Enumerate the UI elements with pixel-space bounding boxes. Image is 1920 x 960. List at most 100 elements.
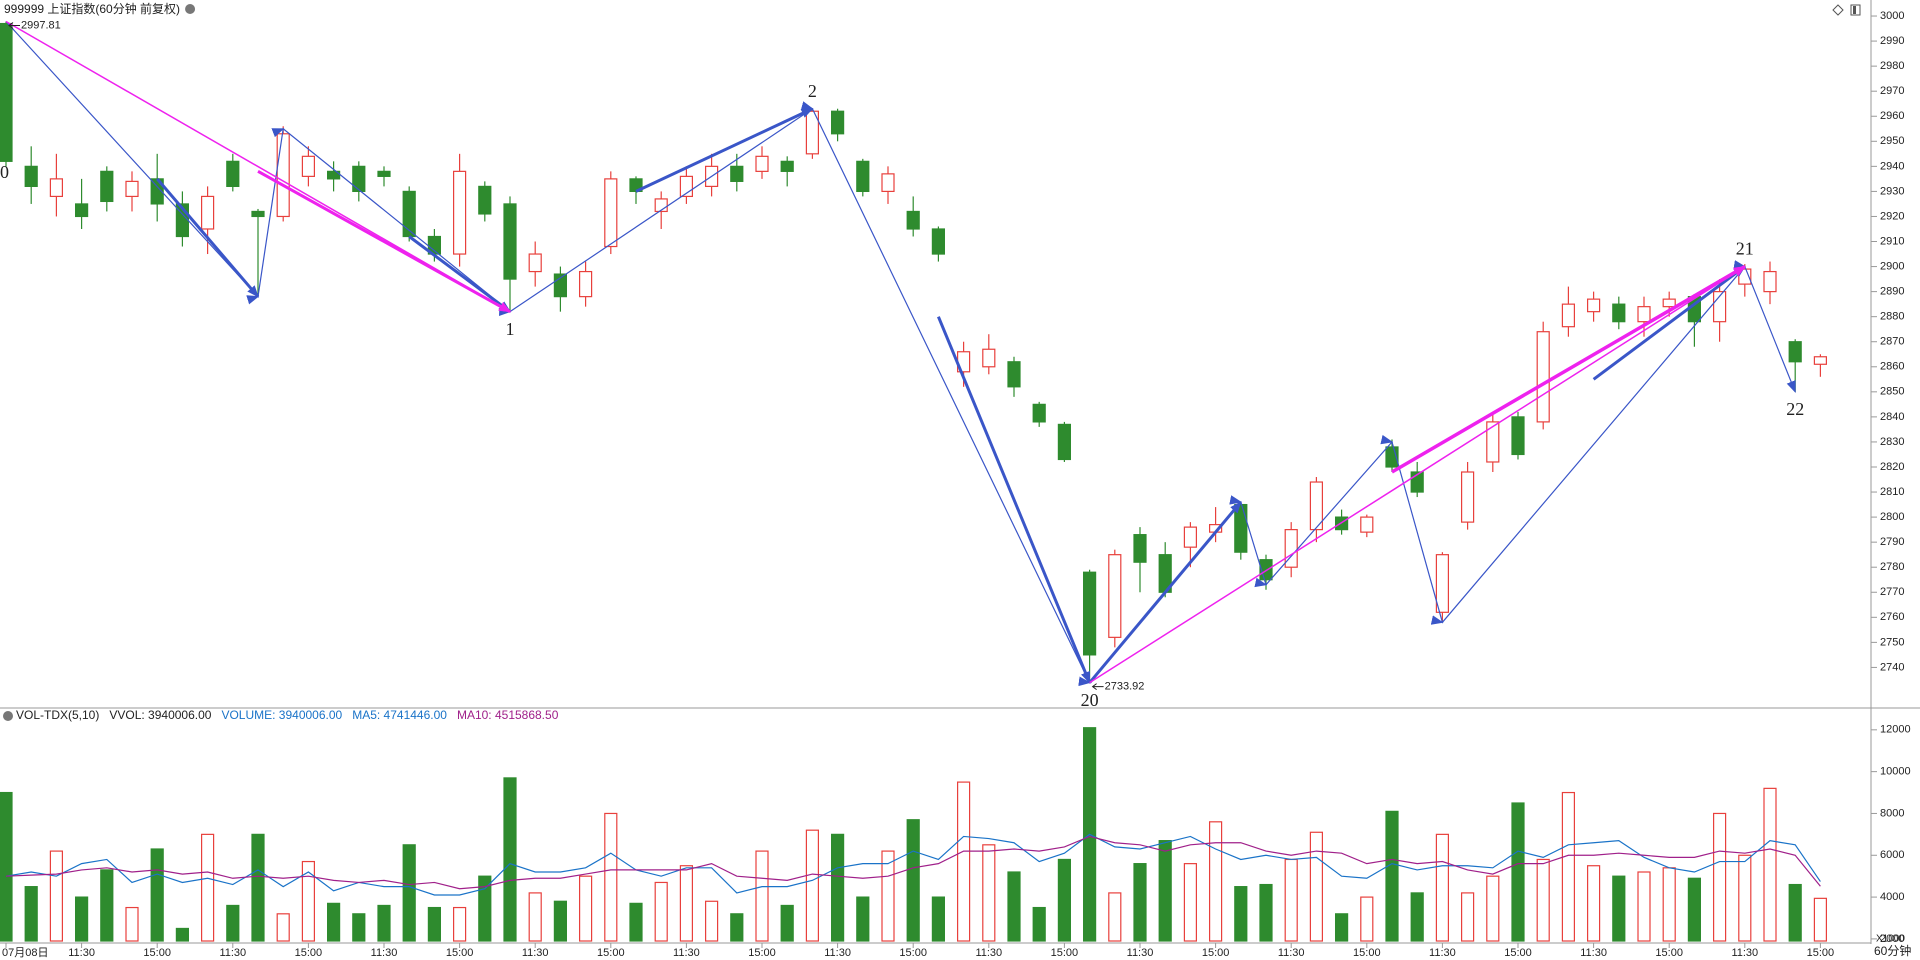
candle-body (604, 178, 618, 248)
volume-bar (427, 906, 441, 942)
x-tick-label: 11:30 (1429, 947, 1456, 959)
candle-body (1360, 516, 1374, 533)
x-tick-label: 11:30 (673, 947, 700, 959)
volume-bar (74, 896, 89, 942)
volume-bar (150, 848, 164, 942)
volume-bar (730, 913, 744, 942)
volume-bar (629, 902, 643, 942)
volume-bar (1586, 865, 1601, 942)
candle-body (1486, 421, 1500, 463)
layout-icon[interactable] (1850, 4, 1861, 16)
candle-body (1662, 298, 1676, 308)
candle-body (1133, 534, 1147, 563)
candle-body (1763, 270, 1777, 293)
y-tick-label: 2790 (1880, 536, 1904, 548)
zigzag-line (1089, 265, 1746, 684)
x-tick-label: 07月08日 (2, 947, 48, 959)
volume-bar (679, 865, 694, 942)
volume-bar (1712, 812, 1727, 942)
candle-body (453, 170, 467, 255)
candle-body (1637, 306, 1651, 323)
title-menu-icon[interactable] (185, 4, 196, 14)
volume-bar (1309, 831, 1324, 942)
candle-body (1460, 471, 1475, 523)
volume-bar (805, 829, 820, 942)
volume-bar (1360, 896, 1374, 942)
candle-body (1586, 298, 1601, 313)
volume-bar (553, 900, 568, 942)
candle-body (1788, 341, 1802, 363)
candle-body (276, 133, 290, 218)
y-tick-label: 2920 (1880, 210, 1904, 222)
volume-bar (1813, 897, 1828, 942)
zigzag-line (1592, 265, 1746, 381)
x-tick-label: 11:30 (68, 947, 95, 959)
volume-bar (377, 904, 391, 942)
volume-bar (906, 819, 920, 942)
volume-bar (780, 904, 794, 942)
candle-body (881, 173, 895, 193)
volume-bar (1208, 821, 1223, 942)
y-tick-label: 2760 (1880, 611, 1904, 623)
volume-bar (1612, 875, 1626, 942)
pivot-label: 2 (808, 81, 817, 101)
zigzag-line (1391, 265, 1746, 474)
y-tick-label: 2870 (1880, 336, 1904, 348)
x-tick-label: 11:30 (1278, 947, 1305, 959)
x-tick-label: 15:00 (748, 947, 776, 959)
x-tick-label: 11:30 (824, 947, 851, 959)
candle-body (780, 160, 794, 172)
x-tick-label: 15:00 (899, 947, 927, 959)
period-label: 60分钟 (1874, 943, 1911, 958)
volume-bar (1057, 858, 1072, 942)
volume-title: VOL-TDX(5,10) (16, 708, 99, 722)
volume-bar (226, 904, 240, 942)
candle-body (0, 22, 13, 162)
price-label-arrow (1091, 683, 1104, 691)
y-tick-label: 6000 (1880, 849, 1904, 861)
candle-body (1561, 303, 1576, 328)
tool-icon[interactable] (1832, 4, 1844, 16)
candle-body (352, 165, 366, 193)
candle-body (1435, 554, 1450, 613)
candle-body (226, 160, 240, 187)
candle-body (49, 178, 64, 198)
x-tick-label: 11:30 (219, 947, 246, 959)
x-tick-label: 15:00 (1504, 947, 1532, 959)
candle-body (931, 228, 946, 255)
x-tick-label: 15:00 (597, 947, 625, 959)
candle-body (755, 155, 769, 172)
y-tick-label: 2800 (1880, 511, 1904, 523)
y-tick-label: 2900 (1880, 260, 1904, 272)
zigzag-line (937, 316, 1091, 684)
y-tick-label: 2810 (1880, 486, 1904, 498)
volume-menu-icon[interactable] (3, 711, 13, 721)
volume-bar (0, 791, 13, 942)
candle-body (1183, 526, 1198, 548)
layout-icon-fill (1853, 6, 1856, 14)
volume-bar (578, 875, 593, 942)
volume-bar (704, 900, 719, 942)
candle-body (503, 203, 517, 280)
volume-bar (49, 850, 64, 942)
candle-body (125, 180, 139, 198)
candle-body (730, 165, 744, 182)
x-tick-label: 11:30 (1580, 947, 1607, 959)
volume-bar (201, 833, 215, 942)
y-tick-label: 2980 (1880, 60, 1904, 72)
price-label: 2997.81 (21, 19, 61, 31)
y-tick-label: 2990 (1880, 35, 1904, 47)
y-tick-label: 2840 (1880, 411, 1904, 423)
volume-bar (453, 906, 467, 942)
volume-bar (1687, 877, 1702, 942)
chart-title: 999999 上证指数(60分钟 前复权) (4, 1, 180, 16)
zigzag-line (408, 235, 511, 313)
y-tick-label: 2850 (1880, 386, 1904, 398)
y-tick-label: 3000 (1880, 10, 1904, 22)
volume-bar (881, 850, 895, 942)
volume-bar (1788, 883, 1802, 942)
y-tick-label: 2780 (1880, 561, 1904, 573)
volume-bar (478, 875, 492, 942)
candle-body (377, 170, 391, 177)
legend-entry: MA10: 4515868.50 (457, 708, 559, 722)
